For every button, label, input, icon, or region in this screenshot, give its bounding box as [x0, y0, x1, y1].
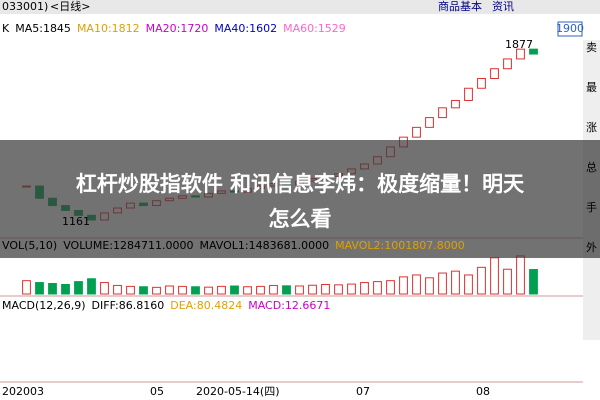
volume-bar: [334, 284, 343, 295]
side-button: 外: [586, 241, 597, 254]
volume-bar: [412, 274, 421, 295]
side-button: 手: [586, 200, 597, 214]
volume-bar: [477, 266, 486, 295]
legend-entry: MACD(12,26,9): [2, 299, 86, 312]
volume-bar: [360, 282, 369, 295]
volume-bar: [503, 268, 512, 295]
x-label: 05: [150, 385, 164, 398]
code: 033001): [2, 0, 48, 13]
legend-entry: MACD:12.6671: [248, 299, 330, 312]
candle: [412, 126, 421, 138]
volume-bar: [321, 283, 330, 295]
legend-entry: DEA:80.4824: [170, 299, 242, 312]
candle: [477, 77, 486, 89]
candle: [516, 48, 525, 60]
volume-bar: [230, 285, 239, 295]
legend-entry: K: [2, 22, 10, 35]
tab[interactable]: 资讯: [492, 0, 514, 13]
legend-entry: MA40:1602: [214, 22, 277, 35]
volume-bar: [516, 255, 525, 295]
side-button: 最: [586, 81, 597, 94]
volume-bar: [139, 286, 148, 295]
volume-bar: [113, 284, 122, 295]
legend-entry: DIFF:86.8160: [92, 299, 165, 312]
volume-bar: [386, 280, 395, 295]
side-button: 卖: [586, 41, 597, 54]
volume-bar: [295, 285, 304, 295]
volume-bar: [451, 270, 460, 295]
volume-bar: [529, 269, 538, 295]
candle: [503, 58, 512, 70]
volume-bar: [152, 286, 161, 295]
volume-bar: [191, 286, 200, 295]
volume-bar: [126, 285, 135, 295]
x-label: 07: [356, 385, 370, 398]
volume-bar: [35, 282, 44, 295]
price-box-label: 1900: [556, 22, 584, 35]
volume-bar: [490, 257, 499, 295]
x-label: 08: [476, 385, 490, 398]
price-box: [557, 21, 583, 37]
tab[interactable]: 商品基本: [438, 0, 482, 13]
volume-bar: [100, 282, 109, 295]
headline: 杠杆炒股指软件 和讯信息李炜：极度缩量！明天: [76, 172, 525, 196]
volume-bar: [61, 283, 70, 295]
legend-entry: MA5:1845: [15, 22, 71, 35]
side-button: 总: [586, 160, 597, 174]
volume-bar: [48, 283, 57, 295]
volume-bar: [22, 280, 31, 295]
low-label: 1161: [62, 215, 90, 228]
volume-bar: [74, 281, 83, 295]
volume-bar: [373, 281, 382, 295]
candle: [451, 99, 460, 109]
candle: [438, 107, 447, 119]
legend-entry: MA60:1529: [283, 22, 346, 35]
volume-bar: [178, 285, 187, 295]
x-label: 2020-05-14(四): [196, 385, 280, 398]
volume-bar: [464, 274, 473, 295]
volume-bar: [256, 285, 265, 295]
volume-bar: [204, 286, 213, 295]
volume-bar: [243, 286, 252, 295]
legend-entry: VOL(5,10): [2, 239, 57, 252]
volume-bar: [399, 276, 408, 295]
legend-entry: MA10:1812: [77, 22, 140, 35]
volume-bar: [217, 285, 226, 295]
volume-bar: [347, 283, 356, 295]
volume-bar: [165, 285, 174, 295]
legend-entry: MAVOL2:1001807.8000: [335, 239, 465, 252]
volume-bar: [269, 284, 278, 295]
volume-bar: [425, 277, 434, 295]
candle: [425, 117, 434, 128]
volume-bar: [308, 284, 317, 295]
candle: [490, 68, 499, 79]
high-label: 1877: [505, 38, 533, 51]
legend-entry: MAVOL1:1483681.0000: [199, 239, 329, 252]
volume-bar: [282, 285, 291, 295]
side-button: 涨: [586, 121, 597, 134]
candle: [529, 48, 538, 55]
legend-entry: MA20:1720: [146, 22, 209, 35]
legend-entry: VOLUME:1284711.0000: [63, 239, 193, 252]
candle: [464, 87, 473, 101]
headline: 怎么看: [269, 207, 332, 231]
volume-bar: [438, 272, 447, 295]
x-label: 202003: [2, 385, 44, 398]
headline-band: [0, 140, 600, 258]
period: <日线>: [50, 0, 90, 13]
volume-bar: [87, 278, 96, 295]
top-bar: [0, 0, 600, 14]
